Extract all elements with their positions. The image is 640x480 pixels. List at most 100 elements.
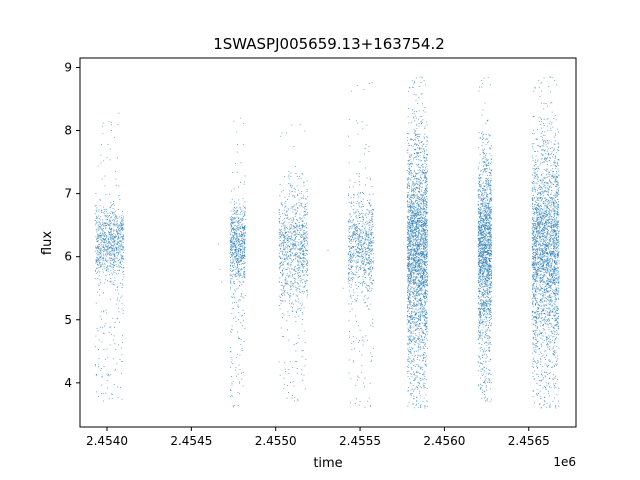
data-point <box>101 249 103 251</box>
data-point <box>418 205 420 207</box>
data-point <box>412 261 414 263</box>
data-point <box>412 109 413 111</box>
data-point <box>98 275 100 277</box>
data-point <box>360 216 362 218</box>
data-point <box>348 260 350 262</box>
data-point <box>362 245 364 247</box>
data-point <box>230 242 232 244</box>
data-point <box>288 264 289 266</box>
data-point <box>419 185 421 186</box>
data-point <box>97 236 99 238</box>
data-point <box>424 322 425 324</box>
data-point <box>424 318 426 320</box>
data-point <box>114 237 116 239</box>
data-point <box>305 227 307 228</box>
data-point <box>236 131 238 133</box>
data-point <box>362 257 364 259</box>
data-point <box>306 268 308 270</box>
data-point <box>95 259 97 261</box>
data-point <box>233 243 235 245</box>
data-point <box>105 241 107 243</box>
data-point <box>230 247 232 249</box>
data-point <box>372 322 374 324</box>
data-point <box>233 259 235 261</box>
data-point <box>364 153 365 155</box>
data-point <box>110 205 112 207</box>
data-point <box>408 238 410 240</box>
data-point <box>284 241 286 243</box>
data-point <box>349 250 350 252</box>
data-point <box>426 254 428 256</box>
data-point <box>304 214 306 216</box>
data-point <box>414 318 415 320</box>
data-point <box>122 247 124 249</box>
data-point <box>98 396 100 397</box>
data-point <box>99 282 101 284</box>
data-point <box>292 381 294 383</box>
data-point <box>286 217 288 219</box>
data-point <box>287 251 289 253</box>
data-point <box>121 398 123 400</box>
data-point <box>231 254 232 255</box>
data-point <box>426 252 428 254</box>
data-point <box>350 258 352 260</box>
data-point <box>280 191 282 193</box>
data-point <box>407 236 409 238</box>
data-point <box>295 226 296 228</box>
data-point <box>288 170 290 172</box>
data-point <box>418 246 420 248</box>
data-point <box>421 141 423 143</box>
data-point <box>423 209 425 211</box>
data-point <box>305 231 307 233</box>
data-point <box>240 162 242 164</box>
data-point <box>114 261 115 263</box>
data-point <box>236 239 238 241</box>
data-point <box>112 223 114 225</box>
data-point <box>407 309 409 311</box>
data-point <box>354 224 356 226</box>
data-point <box>114 217 116 219</box>
data-point <box>350 273 352 275</box>
data-point <box>303 230 305 231</box>
data-point <box>349 239 351 241</box>
data-point <box>299 291 301 293</box>
data-point <box>359 233 361 235</box>
data-point <box>231 256 233 258</box>
data-point <box>292 239 294 241</box>
data-point <box>352 233 354 235</box>
data-point <box>114 237 116 239</box>
data-point <box>103 255 105 257</box>
data-point <box>417 237 419 239</box>
data-point <box>105 270 107 272</box>
data-point <box>238 306 240 308</box>
data-point <box>241 258 243 260</box>
data-point <box>289 255 291 257</box>
data-point <box>102 245 104 247</box>
data-point <box>100 234 102 236</box>
data-point <box>123 247 125 249</box>
data-point <box>426 256 428 257</box>
data-point <box>417 253 419 255</box>
data-point <box>418 294 420 296</box>
data-point <box>242 281 244 283</box>
data-point <box>419 185 421 187</box>
data-point <box>412 403 414 405</box>
data-point <box>280 230 282 232</box>
data-point <box>414 216 416 218</box>
data-point <box>419 209 421 211</box>
data-point <box>239 243 241 245</box>
data-point <box>422 342 424 344</box>
data-point <box>289 246 290 248</box>
data-point <box>419 373 421 374</box>
data-point <box>97 262 99 264</box>
data-point <box>302 225 304 227</box>
data-point <box>100 253 102 255</box>
data-point <box>119 251 121 253</box>
data-point <box>293 277 295 279</box>
data-point <box>293 303 294 305</box>
data-point <box>417 166 419 168</box>
data-point <box>416 258 418 260</box>
data-point <box>113 221 115 223</box>
data-point <box>120 244 121 246</box>
data-point <box>415 305 417 307</box>
